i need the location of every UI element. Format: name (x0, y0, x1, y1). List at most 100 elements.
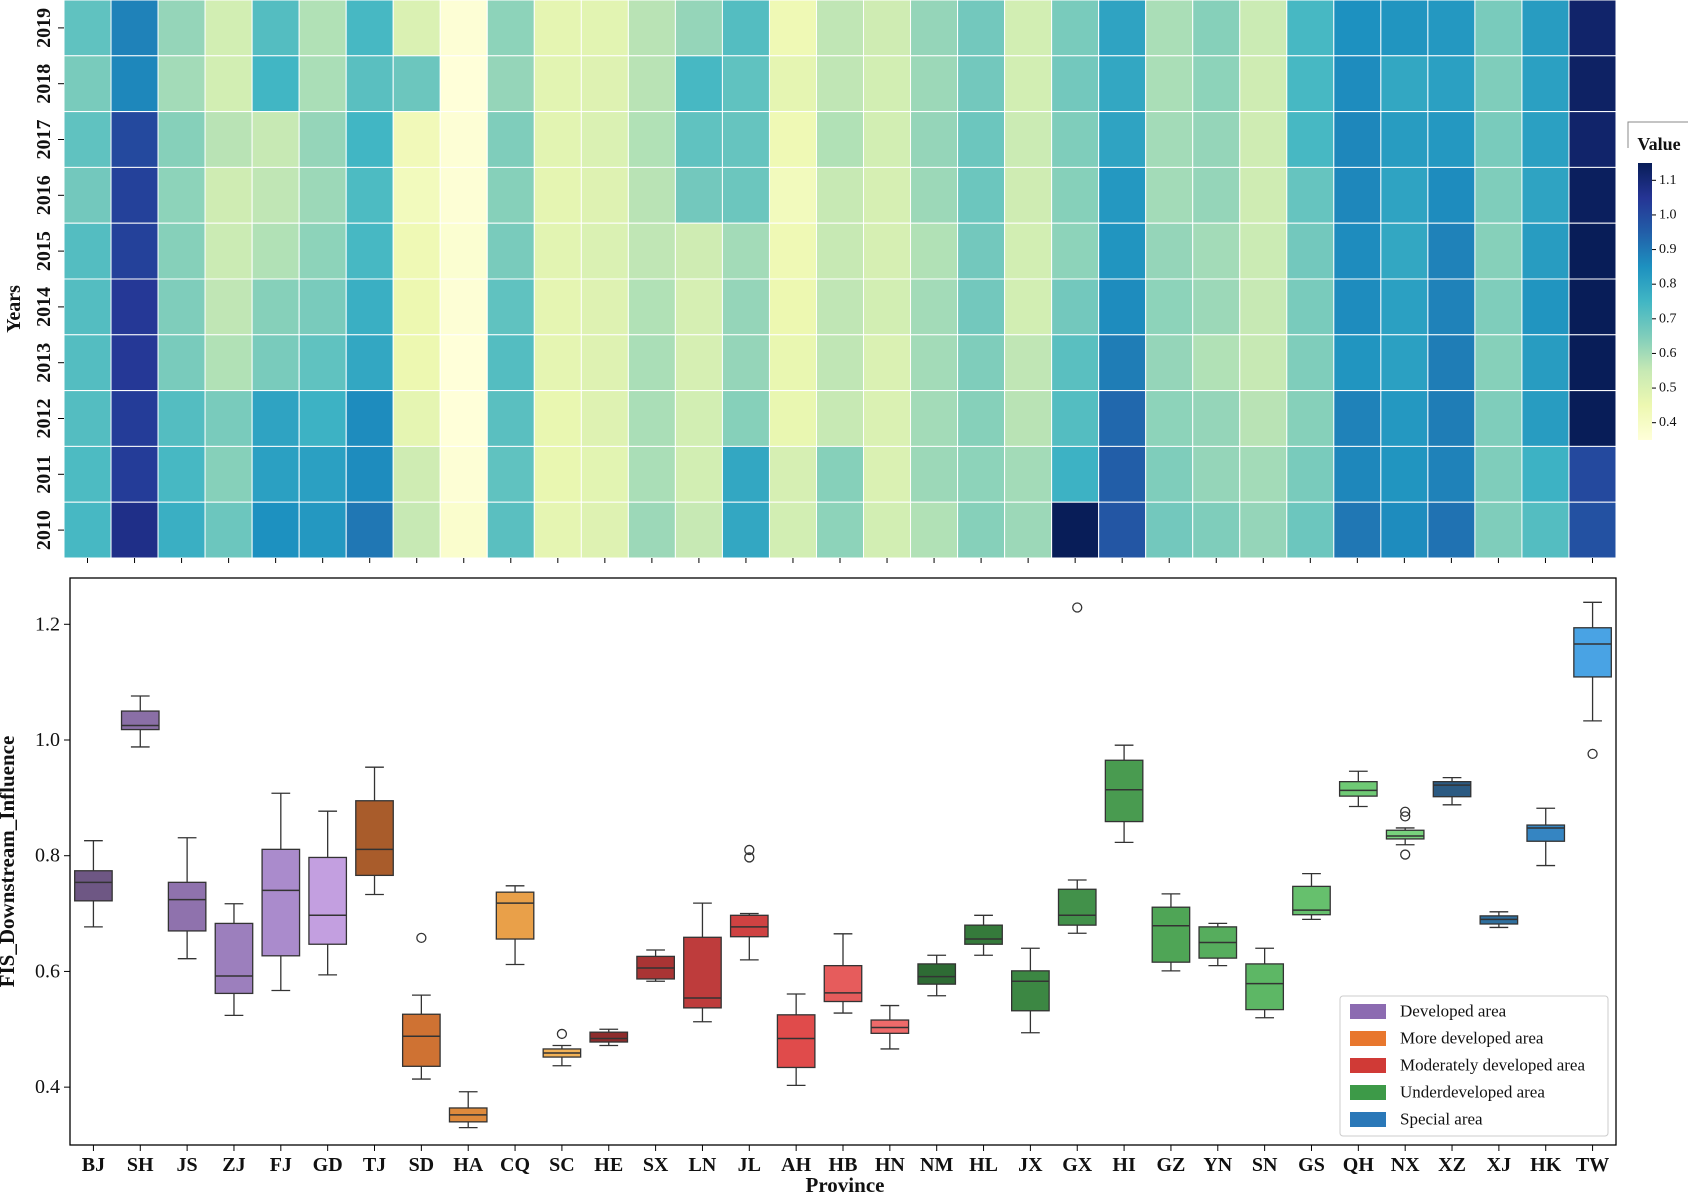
heatmap-cell-HA-2014 (439, 278, 488, 336)
heatmap-cell-SD-2013 (392, 334, 441, 392)
box-SC (542, 1028, 582, 1067)
heatmap-cell-SX-2018 (627, 55, 676, 113)
heatmap-cell-SD-2016 (392, 166, 441, 224)
heatmap-cell-HE-2016 (580, 166, 629, 224)
heatmap-cell-CQ-2019 (486, 0, 535, 57)
heatmap-cell-GX-2017 (1051, 111, 1100, 168)
heatmap-cell-HB-2012 (815, 390, 865, 447)
boxplot-legend: Developed area More developed area Moderat… (1339, 995, 1609, 1137)
heatmap-cell-GS-2018 (1286, 55, 1335, 113)
heatmap-cell-NX-2013 (1380, 334, 1429, 392)
heatmap-cell-AH-2014 (768, 278, 817, 336)
heatmap-cell-HN-2019 (863, 0, 912, 57)
box-outlier-point (744, 852, 755, 863)
heatmap-cell-GZ-2011 (1145, 445, 1194, 503)
heatmap-cell-JS-2016 (157, 166, 206, 224)
box-TW (1573, 601, 1612, 760)
heatmap-cell-NM-2019 (910, 0, 959, 57)
heatmap-cell-XJ-2018 (1474, 55, 1523, 113)
heatmap-cell-JS-2011 (157, 445, 206, 503)
heatmap-cell-TJ-2012 (345, 390, 394, 447)
heatmap-cell-SN-2010 (1239, 501, 1288, 559)
heatmap-cell-JL-2018 (721, 55, 770, 113)
heatmap-cell-SH-2018 (110, 55, 159, 113)
heatmap-cell-XJ-2015 (1474, 222, 1523, 280)
heatmap-year-label: 2019 (33, 8, 55, 48)
heatmap-cell-SC-2015 (533, 222, 582, 280)
colorbar-title: Value (1637, 134, 1680, 154)
heatmap-cell-AH-2016 (768, 166, 817, 224)
heatmap-cell-SD-2012 (392, 390, 441, 447)
box-YN (1198, 922, 1238, 967)
colorbar-tick-label: 0.6 (1659, 346, 1677, 361)
heatmap-cell-BJ-2011 (63, 445, 112, 503)
heatmap-cell-ZJ-2012 (204, 390, 253, 447)
box-outlier-point (1400, 806, 1411, 817)
heatmap-cell-QH-2017 (1333, 111, 1382, 168)
legend-label: More developed area (1400, 1029, 1544, 1048)
heatmap-cell-HE-2013 (580, 334, 629, 392)
heatmap-cell-HK-2016 (1521, 166, 1570, 224)
heatmap-cell-YN-2010 (1192, 501, 1241, 559)
heatmap-cell-NX-2014 (1380, 278, 1429, 336)
heatmap-cell-HL-2018 (957, 55, 1006, 113)
heatmap-cell-JX-2015 (1004, 222, 1053, 280)
heatmap-cell-SH-2017 (110, 111, 159, 168)
box-iqr-rect (729, 914, 769, 938)
heatmap-cell-HA-2015 (439, 222, 488, 280)
box-iqr-rect (1104, 759, 1144, 823)
heatmap-cell-HA-2012 (439, 390, 488, 447)
boxplot-x-tick-label: XJ (1487, 1154, 1511, 1176)
heatmap-cell-HL-2011 (957, 445, 1006, 503)
heatmap-cell-SD-2010 (392, 501, 441, 559)
legend-swatch (1350, 1085, 1386, 1100)
heatmap-cell-LN-2016 (674, 166, 723, 224)
heatmap-cell-NX-2015 (1380, 222, 1429, 280)
heatmap-year-label: 2013 (33, 343, 55, 383)
heatmap-cell-GD-2015 (298, 222, 347, 280)
heatmap-x-ticks (87, 558, 1593, 563)
heatmap-cell-GD-2017 (298, 111, 347, 168)
heatmap-cell-HK-2015 (1521, 222, 1570, 280)
box-HL (964, 914, 1003, 956)
heatmap-cell-XZ-2011 (1427, 445, 1476, 503)
heatmap-cell-FJ-2018 (251, 55, 300, 113)
box-XZ (1432, 776, 1472, 806)
heatmap-cell-XZ-2013 (1427, 334, 1476, 392)
heatmap-year-label: 2014 (33, 287, 55, 327)
heatmap-cell-CQ-2013 (486, 334, 535, 392)
boxplot-x-tick-label: SN (1252, 1154, 1278, 1176)
heatmap-cell-JS-2018 (157, 55, 206, 113)
box-outlier-point (416, 932, 427, 944)
colorbar-tick-label: 0.5 (1659, 381, 1677, 396)
boxplot-x-tick-label: ZJ (222, 1154, 245, 1176)
box-outlier-point (1072, 602, 1083, 613)
heatmap-cell-JS-2015 (157, 222, 206, 280)
heatmap-cell-HA-2011 (439, 445, 488, 503)
heatmap-cell-SD-2014 (392, 278, 441, 336)
box-SX (636, 949, 675, 982)
heatmap-cell-HI-2011 (1098, 445, 1147, 503)
legend-swatch (1350, 1058, 1386, 1073)
heatmap-cell-QH-2012 (1333, 390, 1382, 447)
heatmap-cell-NM-2010 (910, 501, 959, 559)
heatmap-cell-AH-2012 (768, 390, 817, 447)
heatmap-cell-BJ-2010 (63, 501, 112, 559)
legend-swatch (1350, 1031, 1386, 1046)
heatmap-cell-TJ-2018 (345, 55, 394, 113)
heatmap-cell-JX-2010 (1004, 501, 1053, 559)
heatmap-cell-NX-2011 (1380, 445, 1429, 503)
heatmap-cell-HA-2013 (439, 334, 488, 392)
box-GX (1057, 602, 1097, 934)
heatmap-cell-ZJ-2016 (204, 166, 253, 224)
boxplot-panel: 0.4 0.6 0.8 1.0 1.2 BJ SH JS ZJ FJ GD TJ SD HA CQ SC HE… (0, 577, 1617, 1197)
heatmap-cell-HB-2013 (815, 334, 865, 392)
box-HE (589, 1028, 629, 1047)
heatmap-cell-JL-2016 (721, 166, 770, 224)
heatmap-cell-YN-2014 (1192, 278, 1241, 336)
box-HN (870, 1004, 910, 1050)
heatmap-cell-HL-2013 (957, 334, 1006, 392)
heatmap-cell-CQ-2010 (486, 501, 535, 559)
heatmap-cell-SC-2011 (533, 445, 582, 503)
